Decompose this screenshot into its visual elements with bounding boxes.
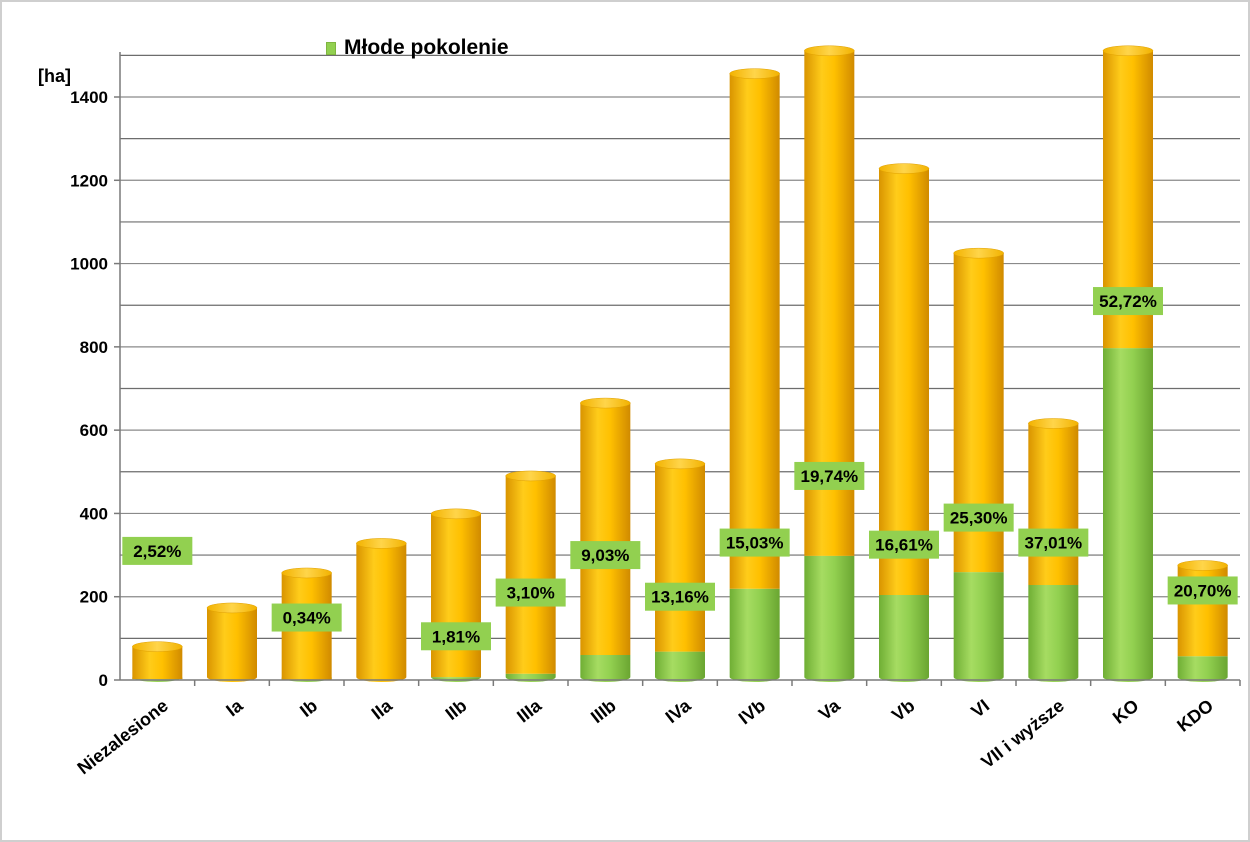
data-label-5: 3,10% <box>507 584 555 603</box>
y-axis-label: [ha] <box>38 66 71 86</box>
y-tick-label: 600 <box>80 421 108 440</box>
bar-green-11 <box>953 572 1004 682</box>
x-tick-label: Niezalesione <box>74 695 172 778</box>
y-tick-label: 1200 <box>70 171 108 190</box>
data-label-box-4 <box>421 622 491 651</box>
data-label-box-7 <box>645 582 715 611</box>
data-label-13: 52,72% <box>1099 292 1157 311</box>
bars-layer <box>132 45 1228 682</box>
bar-green-7 <box>655 651 705 682</box>
x-tick-label: IVa <box>662 695 696 727</box>
bar-orange-12 <box>1028 423 1079 586</box>
legend-swatch-green <box>326 41 336 55</box>
x-tick-label: IIIa <box>513 695 546 727</box>
bar-green-13 <box>1103 348 1153 682</box>
bar-cap-4 <box>430 508 482 520</box>
bar-cap-10 <box>878 163 930 174</box>
bar-orange-0 <box>132 646 183 680</box>
y-tick-label: 1000 <box>70 255 108 274</box>
x-tick-label: VI <box>967 695 993 721</box>
x-tick-label: KO <box>1109 695 1143 727</box>
bar-cap-12 <box>1028 418 1079 429</box>
y-tick-label: 200 <box>80 588 108 607</box>
x-tick-label: IIIb <box>587 695 620 727</box>
data-label-box-13 <box>1093 287 1163 316</box>
bar-orange-8 <box>729 73 780 589</box>
data-label-box-12 <box>1018 528 1089 557</box>
data-label-4: 1,81% <box>432 627 480 646</box>
x-tick-label: VII i wyższe <box>977 695 1067 772</box>
x-tick-label: IIa <box>368 695 397 724</box>
bar-green-6 <box>580 655 631 682</box>
bar-cap-7 <box>654 458 706 470</box>
y-tick-label: 1400 <box>70 88 108 107</box>
bar-orange-4 <box>431 513 481 678</box>
bar-orange-11 <box>953 253 1004 573</box>
bar-cap-6 <box>580 397 631 409</box>
data-label-box-14 <box>1167 576 1238 605</box>
legend: Młode pokolenie <box>326 36 509 60</box>
bar-cap-9 <box>804 45 855 57</box>
y-tick-label: 800 <box>80 338 108 357</box>
bar-cap-3 <box>356 538 407 549</box>
data-label-box-9 <box>794 461 865 490</box>
bar-orange-5 <box>505 475 556 674</box>
legend-label: Młode pokolenie <box>344 36 509 59</box>
y-tick-label: 400 <box>80 504 108 523</box>
x-tick-label: KDO <box>1173 695 1217 735</box>
bar-cap-1 <box>206 602 258 614</box>
data-label-9: 19,74% <box>800 467 858 486</box>
bar-green-10 <box>879 595 929 682</box>
data-label-7: 13,16% <box>651 588 709 607</box>
data-label-box-8 <box>719 528 790 557</box>
data-label-0: 2,52% <box>133 542 181 561</box>
data-label-box-0 <box>122 536 193 565</box>
data-labels-layer: 2,52% 0,34% 1,81% 3,10% 9,03% 13,16% 15,03% 19,… <box>122 287 1238 651</box>
data-label-10: 16,61% <box>875 536 933 555</box>
bar-cap-14 <box>1177 560 1228 571</box>
bar-green-5 <box>505 673 556 682</box>
data-label-box-5 <box>495 578 566 607</box>
bar-cap-13 <box>1102 45 1154 57</box>
y-tick-label: 0 <box>99 671 108 690</box>
x-tick-label: IVb <box>735 695 769 728</box>
data-label-14: 20,70% <box>1174 581 1232 600</box>
bar-green-8 <box>729 588 780 682</box>
bar-green-14 <box>1177 656 1228 682</box>
x-tick-label: Va <box>815 695 845 724</box>
data-label-box-11 <box>943 503 1014 532</box>
bar-orange-10 <box>879 168 929 596</box>
bar-cap-5 <box>505 470 556 482</box>
bar-cap-11 <box>953 247 1004 259</box>
bar-cap-8 <box>729 68 780 79</box>
bar-green-12 <box>1028 585 1079 682</box>
bar-cap-2 <box>281 567 332 579</box>
data-label-6: 9,03% <box>581 546 629 565</box>
data-label-box-10 <box>869 530 939 559</box>
data-label-12: 37,01% <box>1024 534 1082 553</box>
bar-orange-13 <box>1103 50 1153 349</box>
x-tick-label: Vb <box>888 695 918 725</box>
data-label-11: 25,30% <box>950 509 1008 528</box>
bar-orange-1 <box>207 607 257 682</box>
data-label-2: 0,34% <box>283 609 331 628</box>
data-label-8: 15,03% <box>726 534 784 553</box>
bar-orange-3 <box>356 543 407 682</box>
x-tick-label: Ib <box>296 695 321 721</box>
x-tick-label: Ia <box>222 695 247 721</box>
bar-orange-7 <box>655 463 705 652</box>
bar-green-9 <box>804 555 855 682</box>
x-tick-label: IIb <box>442 695 471 724</box>
data-label-box-6 <box>570 541 641 570</box>
bar-orange-9 <box>804 50 855 556</box>
bar-orange-6 <box>580 403 631 656</box>
bar-cap-0 <box>132 641 183 652</box>
data-label-box-2 <box>271 603 342 632</box>
